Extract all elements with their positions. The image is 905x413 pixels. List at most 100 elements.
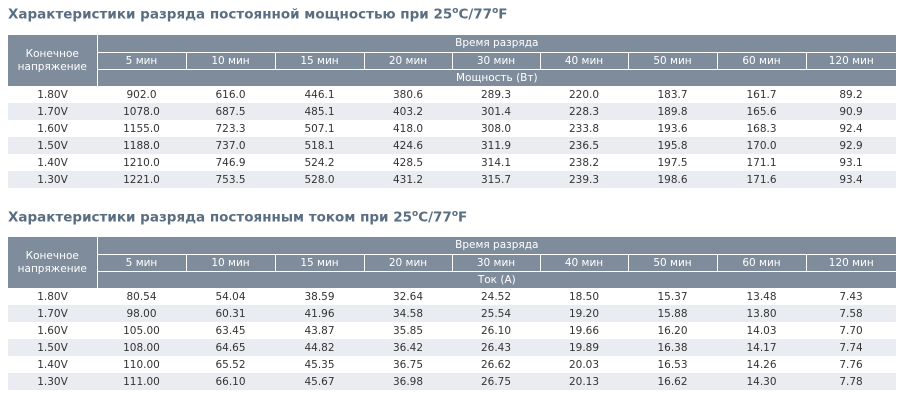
current-value-cell: 111.00 xyxy=(97,373,186,390)
current-value-cell: 34.58 xyxy=(364,305,452,322)
current-value-cell: 13.80 xyxy=(717,305,806,322)
current-value-cell: 26.62 xyxy=(452,356,540,373)
power-value-cell: 236.5 xyxy=(540,137,628,154)
power-section-title: Характеристики разряда постоянной мощнос… xyxy=(8,6,508,23)
current-value-cell: 38.59 xyxy=(275,288,364,305)
power-voltage-cell: 1.60V xyxy=(8,120,97,137)
current-corner-header: Конечное напряжение xyxy=(8,237,98,288)
power-value-cell: 289.3 xyxy=(452,86,540,103)
current-value-cell: 14.30 xyxy=(717,373,806,390)
current-group-header: Время разряда xyxy=(97,237,897,254)
current-value-cell: 45.67 xyxy=(275,373,364,390)
power-column-header: 50 мин xyxy=(628,51,718,70)
current-value-cell: 7.43 xyxy=(806,288,897,305)
table-row: 1.60V 1155.0 723.3 507.1 418.0 308.0 233.8 193.… xyxy=(8,120,897,137)
power-value-cell: 193.6 xyxy=(628,120,717,137)
current-value-cell: 26.43 xyxy=(452,339,540,356)
current-column-header: 50 мин xyxy=(628,253,718,272)
current-value-cell: 19.20 xyxy=(540,305,628,322)
current-corner-label-1: Конечное xyxy=(25,249,79,262)
current-value-cell: 60.31 xyxy=(186,305,275,322)
current-value-cell: 16.20 xyxy=(628,322,717,339)
current-value-cell: 7.58 xyxy=(806,305,897,322)
current-voltage-cell: 1.60V xyxy=(8,322,97,339)
power-value-cell: 233.8 xyxy=(540,120,628,137)
current-voltage-cell: 1.80V xyxy=(8,288,97,305)
power-value-cell: 403.2 xyxy=(364,103,452,120)
power-value-cell: 485.1 xyxy=(275,103,364,120)
current-column-header: 10 мин xyxy=(186,253,276,272)
current-section-title: Характеристики разряда постоянным током … xyxy=(8,209,468,226)
power-column-header: 5 мин xyxy=(97,51,187,70)
power-value-cell: 170.0 xyxy=(717,137,806,154)
power-value-cell: 746.9 xyxy=(186,154,275,171)
power-value-cell: 315.7 xyxy=(452,171,540,188)
current-column-header: 60 мин xyxy=(717,253,807,272)
power-value-cell: 220.0 xyxy=(540,86,628,103)
power-voltage-cell: 1.40V xyxy=(8,154,97,171)
power-corner-label-1: Конечное xyxy=(25,47,79,60)
current-value-cell: 36.98 xyxy=(364,373,452,390)
power-value-cell: 687.5 xyxy=(186,103,275,120)
current-value-cell: 20.03 xyxy=(540,356,628,373)
current-value-cell: 105.00 xyxy=(97,322,186,339)
current-value-cell: 32.64 xyxy=(364,288,452,305)
current-column-header: 40 мин xyxy=(540,253,629,272)
current-value-cell: 14.26 xyxy=(717,356,806,373)
table-row: 1.50V 1188.0 737.0 518.1 424.6 311.9 236.5 195.… xyxy=(8,137,897,154)
power-voltage-cell: 1.50V xyxy=(8,137,97,154)
current-value-cell: 36.42 xyxy=(364,339,452,356)
power-value-cell: 1155.0 xyxy=(97,120,186,137)
table-row: 1.70V 98.00 60.31 41.96 34.58 25.54 19.20 15.88… xyxy=(8,305,897,322)
power-value-cell: 1221.0 xyxy=(97,171,186,188)
current-corner-label-2: напряжение xyxy=(17,262,87,275)
power-value-cell: 171.1 xyxy=(717,154,806,171)
power-value-cell: 902.0 xyxy=(97,86,186,103)
power-value-cell: 189.8 xyxy=(628,103,717,120)
power-value-cell: 418.0 xyxy=(364,120,452,137)
power-voltage-cell: 1.30V xyxy=(8,171,97,188)
power-voltage-cell: 1.70V xyxy=(8,103,97,120)
power-value-cell: 89.2 xyxy=(806,86,897,103)
current-value-cell: 64.65 xyxy=(186,339,275,356)
current-value-cell: 26.10 xyxy=(452,322,540,339)
current-voltage-cell: 1.40V xyxy=(8,356,97,373)
current-value-cell: 18.50 xyxy=(540,288,628,305)
current-value-cell: 14.03 xyxy=(717,322,806,339)
power-value-cell: 314.1 xyxy=(452,154,540,171)
power-corner-header: Конечное напряжение xyxy=(8,35,98,86)
power-column-header-row: 5 мин 10 мин 15 мин 20 мин 30 мин 40 мин 50 ми… xyxy=(8,51,897,70)
power-value-cell: 92.9 xyxy=(806,137,897,154)
power-value-cell: 737.0 xyxy=(186,137,275,154)
power-group-header: Время разряда xyxy=(97,35,897,52)
power-value-cell: 1078.0 xyxy=(97,103,186,120)
current-value-cell: 36.75 xyxy=(364,356,452,373)
power-value-cell: 723.3 xyxy=(186,120,275,137)
current-value-cell: 20.13 xyxy=(540,373,628,390)
current-value-cell: 15.88 xyxy=(628,305,717,322)
current-value-cell: 14.17 xyxy=(717,339,806,356)
power-value-cell: 431.2 xyxy=(364,171,452,188)
current-value-cell: 19.66 xyxy=(540,322,628,339)
current-value-cell: 43.87 xyxy=(275,322,364,339)
power-value-cell: 198.6 xyxy=(628,171,717,188)
power-value-cell: 380.6 xyxy=(364,86,452,103)
power-value-cell: 92.4 xyxy=(806,120,897,137)
power-value-cell: 93.4 xyxy=(806,171,897,188)
current-column-header: 15 мин xyxy=(275,253,365,272)
power-table-body: 1.80V 902.0 616.0 446.1 380.6 289.3 220.0 183.7… xyxy=(8,86,897,188)
current-value-cell: 63.45 xyxy=(186,322,275,339)
table-row: 1.50V 108.00 64.65 44.82 36.42 26.43 19.89 16.3… xyxy=(8,339,897,356)
table-row: 1.30V 1221.0 753.5 528.0 431.2 315.7 239.3 198.… xyxy=(8,171,897,188)
power-value-cell: 424.6 xyxy=(364,137,452,154)
power-column-header: 20 мин xyxy=(364,51,453,70)
current-value-cell: 7.76 xyxy=(806,356,897,373)
power-column-header: 10 мин xyxy=(186,51,276,70)
power-value-cell: 90.9 xyxy=(806,103,897,120)
current-value-cell: 44.82 xyxy=(275,339,364,356)
table-row: 1.30V 111.00 66.10 45.67 36.98 26.75 20.13 16.6… xyxy=(8,373,897,390)
power-value-cell: 168.3 xyxy=(717,120,806,137)
power-value-cell: 239.3 xyxy=(540,171,628,188)
power-value-cell: 753.5 xyxy=(186,171,275,188)
power-column-header: 30 мин xyxy=(452,51,541,70)
